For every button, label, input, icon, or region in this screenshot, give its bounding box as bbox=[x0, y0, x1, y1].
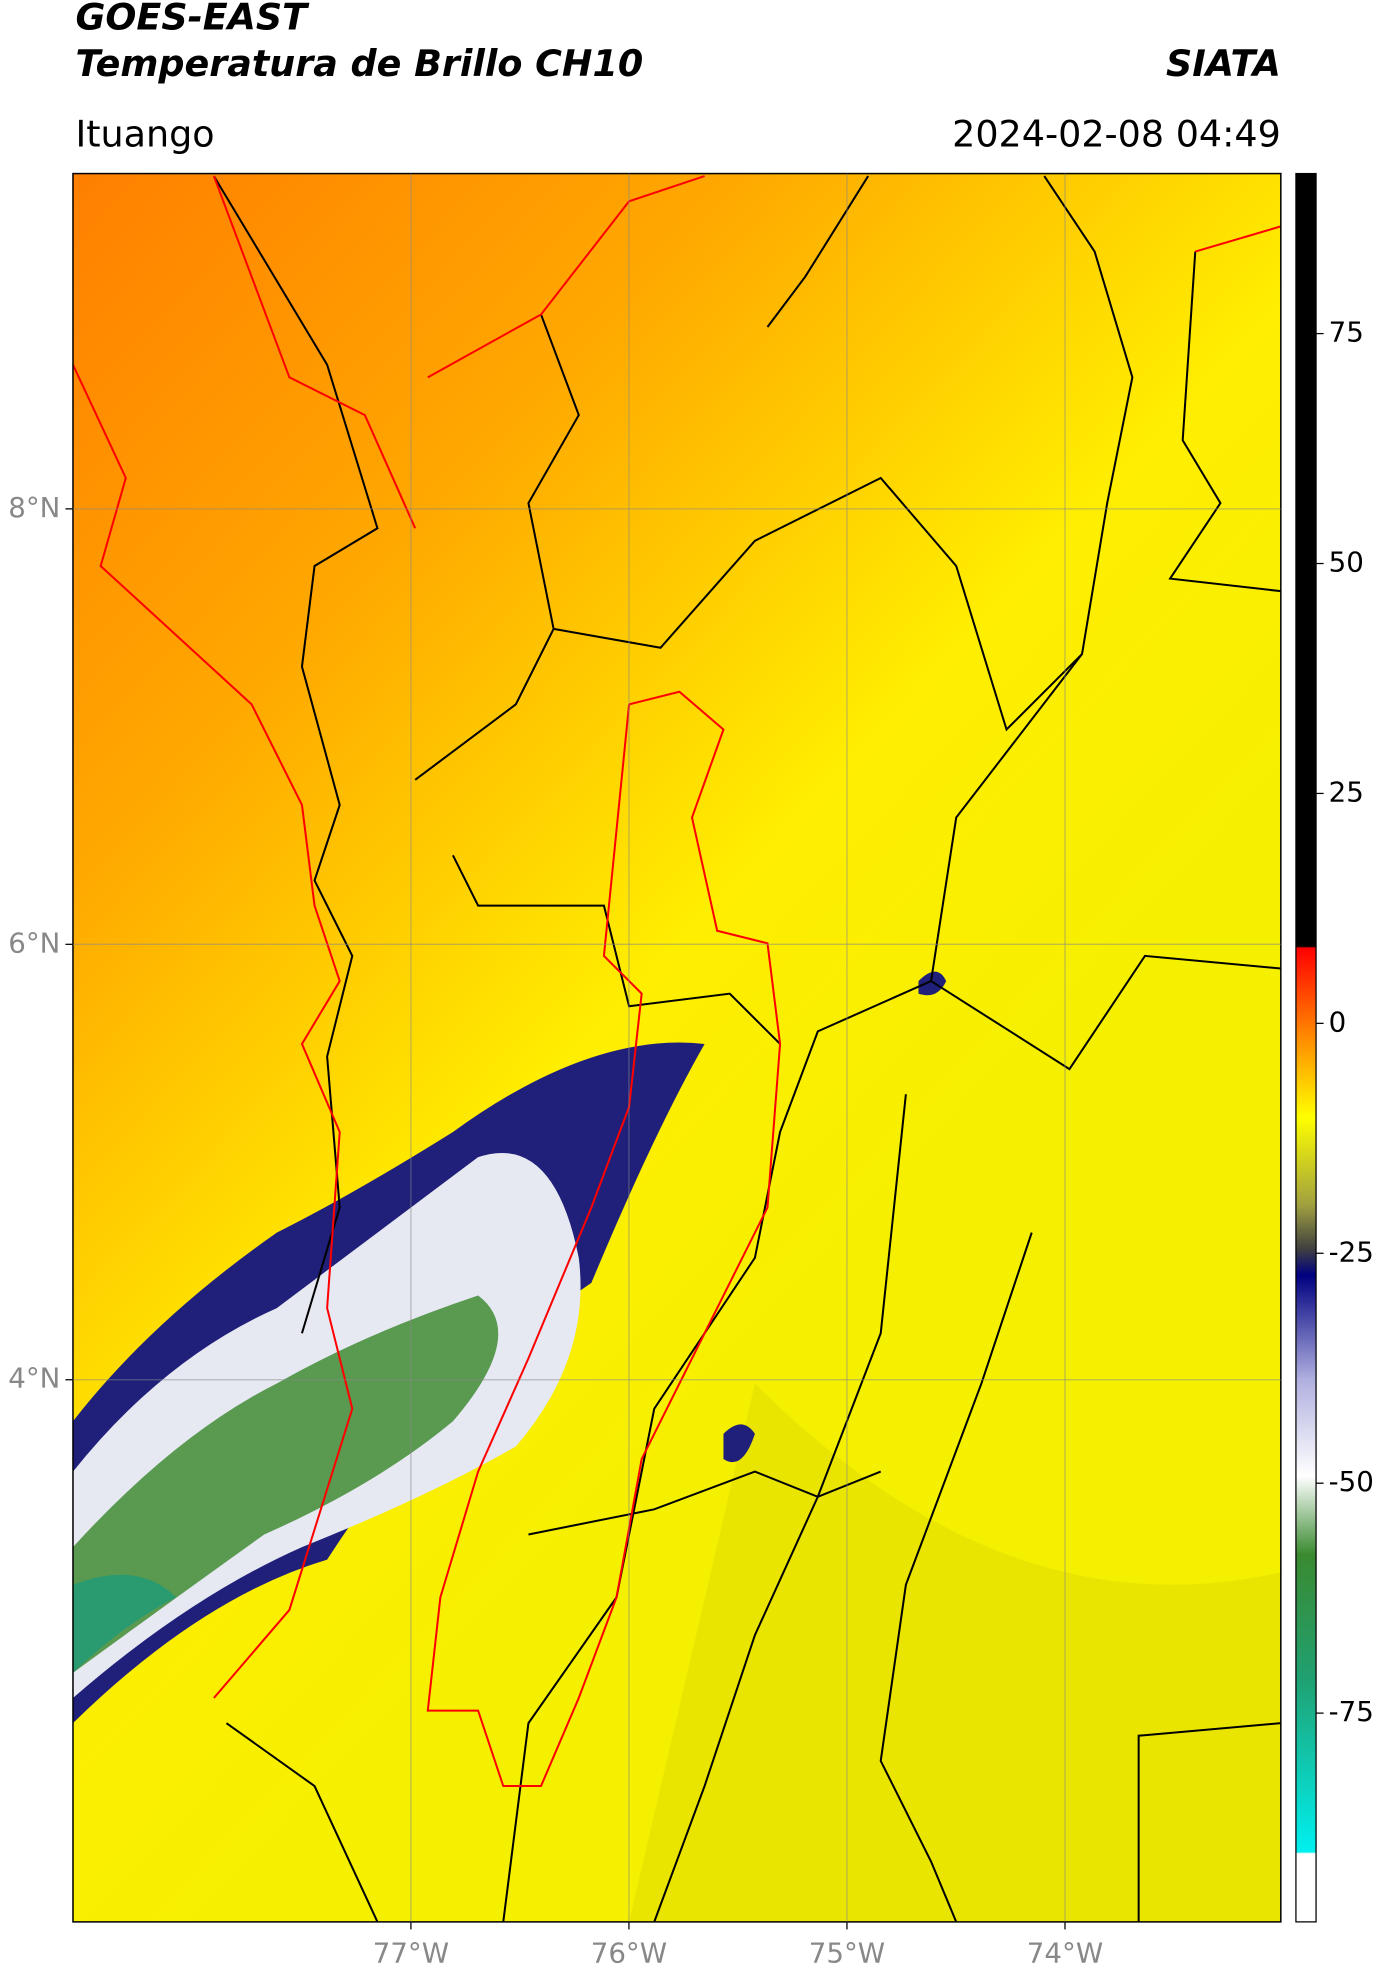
datetime: 2024-02-08 04:49 bbox=[952, 112, 1281, 155]
colorbar-tick-label: 25 bbox=[1329, 775, 1364, 808]
colorbar bbox=[1295, 172, 1317, 1923]
colorbar-tick-label: 75 bbox=[1329, 316, 1364, 349]
x-tick-label: 77°W bbox=[373, 1937, 449, 1970]
map-image bbox=[72, 173, 1281, 1922]
colorbar-tick-label: -50 bbox=[1329, 1465, 1374, 1498]
colorbar-tick-label: 0 bbox=[1329, 1005, 1347, 1038]
location: Ituango bbox=[75, 112, 214, 155]
y-tick-label: 6°N bbox=[8, 926, 60, 959]
y-tick-label: 8°N bbox=[8, 491, 60, 524]
y-tick-label: 4°N bbox=[8, 1362, 60, 1395]
colorbar-tick-label: 50 bbox=[1329, 546, 1364, 579]
title: GOES-EAST bbox=[75, 0, 310, 38]
brand: SIATA bbox=[1166, 42, 1281, 85]
subtitle: Temperatura de Brillo CH10 bbox=[75, 42, 643, 85]
x-tick-label: 76°W bbox=[591, 1937, 667, 1970]
colorbar-tick-label: -25 bbox=[1329, 1235, 1374, 1268]
x-tick-label: 75°W bbox=[809, 1937, 885, 1970]
colorbar-tick-label: -75 bbox=[1329, 1695, 1374, 1728]
x-tick-label: 74°W bbox=[1027, 1937, 1103, 1970]
map-frame bbox=[72, 172, 1282, 1923]
